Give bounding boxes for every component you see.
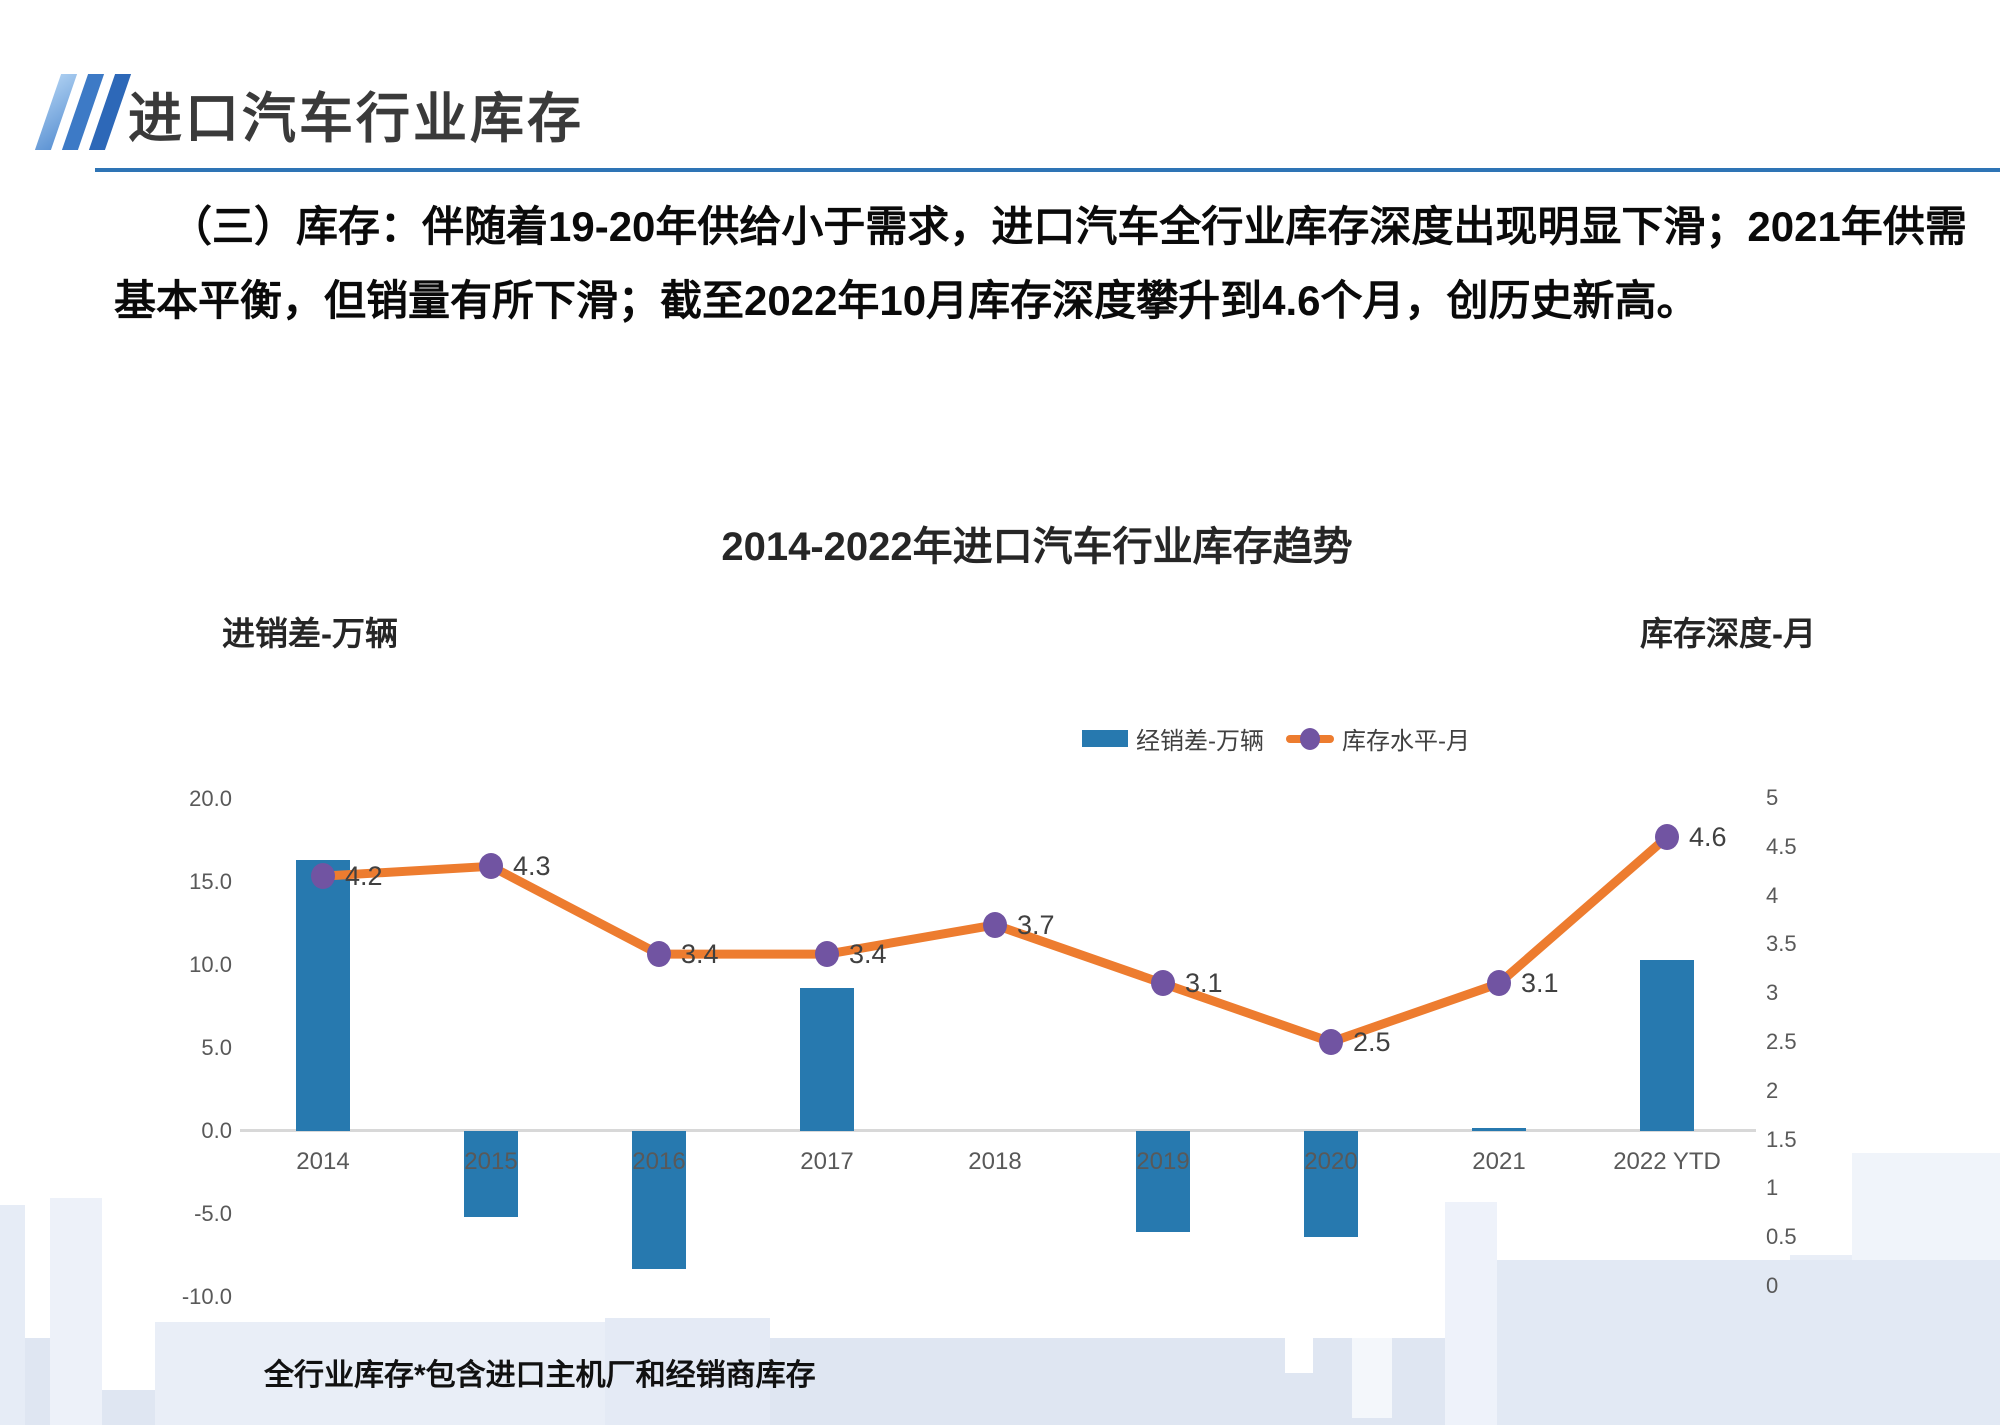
bar-2015[interactable] xyxy=(464,1131,518,1218)
line-point-2022 YTD[interactable] xyxy=(1655,824,1679,851)
skyline-block xyxy=(1285,1338,1313,1373)
line-point-2020[interactable] xyxy=(1319,1029,1343,1055)
chart-title: 2014-2022年进口汽车行业库存趋势 xyxy=(721,525,1353,569)
line-point-2017[interactable] xyxy=(815,941,839,968)
x-axis-label-2021: 2021 xyxy=(1472,1148,1526,1175)
x-axis-label-2016: 2016 xyxy=(632,1148,686,1175)
x-axis-label-2019: 2019 xyxy=(1136,1148,1190,1175)
bar-2022 YTD[interactable] xyxy=(1640,960,1694,1131)
bar-2017[interactable] xyxy=(800,988,854,1131)
skyline-block xyxy=(605,1318,770,1425)
line-point-label-2015: 4.3 xyxy=(513,851,551,882)
x-axis-label-2022 YTD: 2022 YTD xyxy=(1613,1148,1721,1175)
legend-line-label[interactable]: 库存水平-月 xyxy=(1342,728,1470,755)
legend-bar-swatch xyxy=(1082,730,1128,747)
line-point-2018[interactable] xyxy=(983,911,1007,938)
left-axis-tick: 20.0 xyxy=(189,786,232,811)
page-title: 进口汽车行业库存 xyxy=(128,89,584,149)
skyline-block xyxy=(100,1338,155,1390)
left-axis-tick: 0.0 xyxy=(201,1118,232,1143)
legend-bar-label[interactable]: 经销差-万辆 xyxy=(1136,728,1264,755)
line-point-label-2014: 4.2 xyxy=(345,861,383,892)
legend-line-dot-icon xyxy=(1300,727,1320,750)
body-paragraph-line-2: 基本平衡，但销量有所下滑；截至2022年10月库存深度攀升到4.6个月，创历史新… xyxy=(114,277,1699,324)
skyline-block xyxy=(1497,1260,2000,1425)
line-point-2021[interactable] xyxy=(1487,970,1511,997)
left-axis-tick: 5.0 xyxy=(201,1035,232,1060)
right-axis-tick: 0 xyxy=(1766,1273,1779,1298)
right-axis-tick: 0.5 xyxy=(1766,1224,1797,1250)
right-axis-tick: 2 xyxy=(1766,1077,1779,1103)
right-axis-tick: 1.5 xyxy=(1766,1126,1797,1152)
line-point-label-2016: 3.4 xyxy=(681,939,719,970)
left-axis-caption: 进销差-万辆 xyxy=(222,615,398,652)
skyline-block xyxy=(1352,1338,1392,1418)
line-point-2015[interactable] xyxy=(479,853,503,880)
x-axis-label-2017: 2017 xyxy=(800,1148,854,1175)
legend-line-marker xyxy=(1286,727,1334,750)
line-point-label-2022 YTD: 4.6 xyxy=(1689,822,1727,853)
line-point-label-2020: 2.5 xyxy=(1353,1027,1391,1057)
chart-footnote: 全行业库存*包含进口主机厂和经销商库存 xyxy=(264,1359,816,1392)
line-point-2019[interactable] xyxy=(1151,970,1175,997)
header-divider xyxy=(95,168,2000,172)
skyline-block xyxy=(155,1322,605,1425)
line-point-label-2021: 3.1 xyxy=(1521,968,1559,999)
line-point-label-2019: 3.1 xyxy=(1185,968,1223,999)
x-axis-label-2015: 2015 xyxy=(464,1148,518,1175)
skyline-block xyxy=(50,1198,102,1425)
right-axis-tick: 3 xyxy=(1766,980,1779,1006)
bar-2019[interactable] xyxy=(1136,1131,1190,1233)
logo-slashes-icon xyxy=(34,74,136,152)
left-axis-tick: 15.0 xyxy=(189,869,232,894)
bar-2021[interactable] xyxy=(1472,1127,1526,1131)
right-axis-tick: 1 xyxy=(1766,1175,1779,1201)
right-axis-tick: 4.5 xyxy=(1766,833,1797,859)
bar-2020[interactable] xyxy=(1304,1131,1358,1238)
left-axis-tick: -10.0 xyxy=(181,1284,232,1309)
bar-2016[interactable] xyxy=(632,1131,686,1269)
left-axis-tick: 10.0 xyxy=(189,952,232,977)
line-point-label-2017: 3.4 xyxy=(849,939,887,970)
bar-2014[interactable] xyxy=(296,860,350,1131)
line-point-2014[interactable] xyxy=(311,863,335,890)
right-axis-tick: 3.5 xyxy=(1766,931,1797,957)
x-axis-label-2014: 2014 xyxy=(296,1148,350,1175)
body-paragraph-line-1: （三）库存：伴随着19-20年供给小于需求，进口汽车全行业库存深度出现明显下滑；… xyxy=(170,203,1967,250)
x-axis-line xyxy=(240,1129,1756,1132)
x-axis-label-2020: 2020 xyxy=(1304,1148,1358,1175)
skyline-block xyxy=(0,1205,25,1425)
skyline-block xyxy=(1445,1202,1497,1425)
left-axis-tick: -5.0 xyxy=(194,1201,232,1226)
right-axis-tick: 2.5 xyxy=(1766,1029,1797,1054)
line-point-2016[interactable] xyxy=(647,941,671,968)
right-axis-caption: 库存深度-月 xyxy=(1640,615,1816,652)
right-axis-tick: 4 xyxy=(1766,882,1779,908)
right-axis-tick: 5 xyxy=(1766,785,1779,810)
x-axis-label-2018: 2018 xyxy=(968,1148,1022,1175)
line-point-label-2018: 3.7 xyxy=(1017,909,1055,940)
chart-legend: 经销差-万辆 库存水平-月 xyxy=(1082,721,1470,756)
